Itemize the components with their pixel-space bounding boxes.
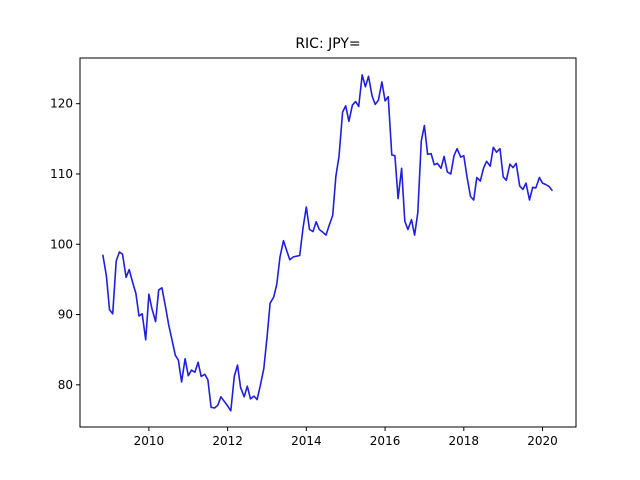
series-line xyxy=(102,74,554,412)
y-tick-label: 120 xyxy=(50,97,73,111)
x-tick-label: 2020 xyxy=(527,434,558,448)
y-tick-label: 90 xyxy=(58,308,73,322)
plot-area-frame xyxy=(79,57,577,428)
y-axis: 80 90 100 110 120 xyxy=(50,97,80,392)
y-tick-label: 80 xyxy=(58,378,73,392)
chart-title: RIC: JPY= xyxy=(295,36,360,52)
x-tick-label: 2018 xyxy=(449,434,480,448)
x-tick-label: 2010 xyxy=(134,434,165,448)
y-tick-label: 100 xyxy=(50,237,73,251)
x-tick-label: 2012 xyxy=(212,434,243,448)
x-tick-label: 2016 xyxy=(370,434,401,448)
y-tick-label: 110 xyxy=(50,167,73,181)
x-axis: 2010 2012 2014 2016 2018 2020 xyxy=(134,427,558,448)
series-layer xyxy=(102,74,554,412)
x-tick-label: 2014 xyxy=(291,434,322,448)
